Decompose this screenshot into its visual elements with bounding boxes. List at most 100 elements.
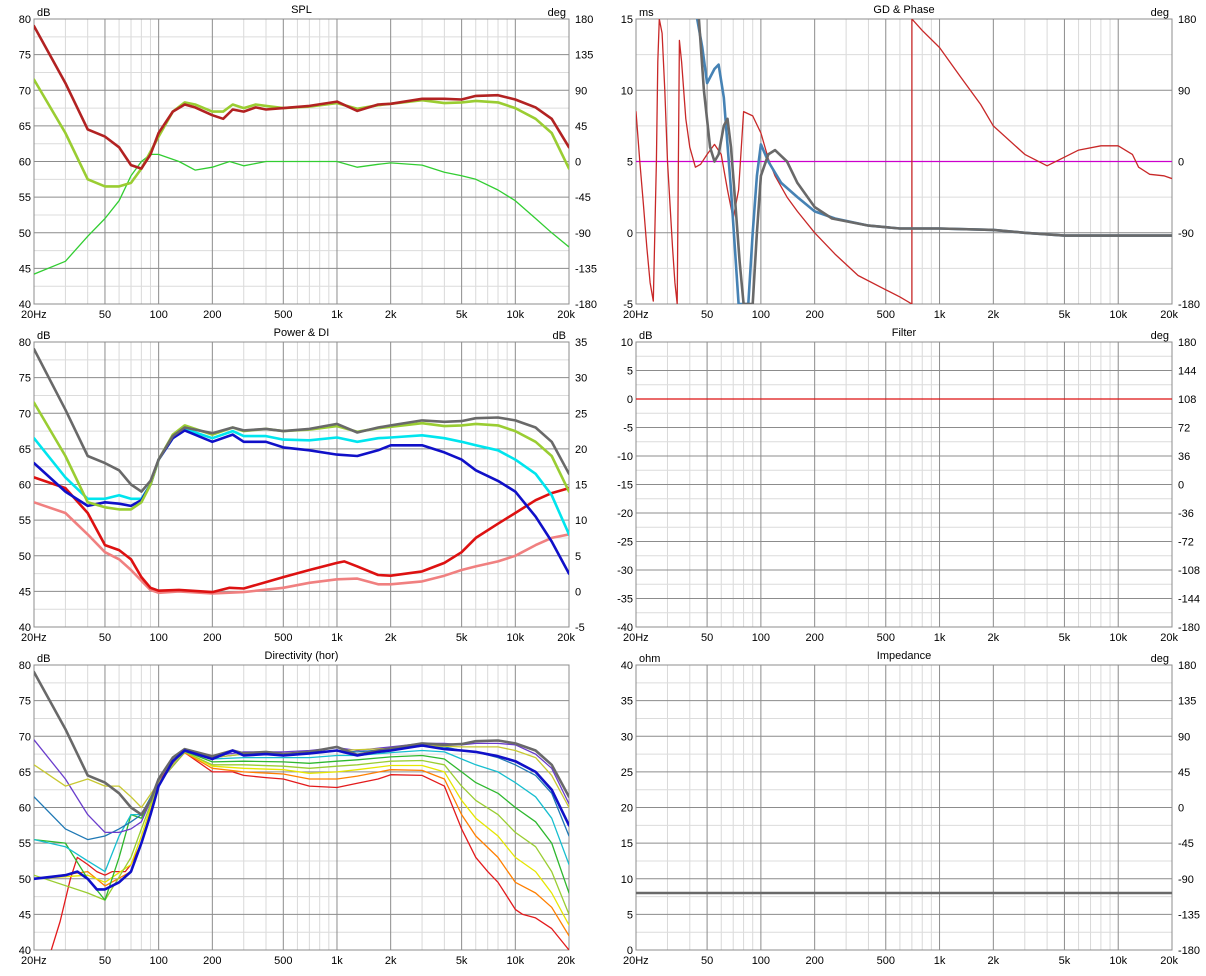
series-line-2 <box>34 427 569 536</box>
y-tick-label: 70 <box>19 85 31 97</box>
x-tick-label: 200 <box>203 309 221 321</box>
series-line-10 <box>34 744 569 891</box>
x-tick-label: 500 <box>274 955 292 967</box>
series-group <box>34 670 569 950</box>
y2-tick-label: 5 <box>575 551 581 563</box>
y-tick-label: 60 <box>19 157 31 169</box>
y-tick-label: 5 <box>627 909 633 921</box>
y-tick-label: 0 <box>627 228 633 240</box>
x-tick-label: 20k <box>557 309 575 321</box>
y2-tick-label: -135 <box>1178 909 1200 921</box>
x-tick-label: 20Hz <box>623 309 649 321</box>
x-tick-label: 10k <box>1109 955 1127 967</box>
y2-tick-label: -90 <box>575 228 591 240</box>
plot-frame <box>635 341 1173 628</box>
x-tick-label: 100 <box>752 309 770 321</box>
x-tick-label: 5k <box>456 632 468 644</box>
series-line-0 <box>34 153 569 275</box>
y2-tick-label: -45 <box>1178 838 1194 850</box>
y-axis-unit: ohm <box>639 653 660 665</box>
series-line-3 <box>34 751 569 916</box>
x-tick-label: 50 <box>99 632 111 644</box>
y-tick-label: 30 <box>621 731 633 743</box>
x-tick-label: 5k <box>1059 309 1071 321</box>
x-tick-label: 2k <box>988 632 1000 644</box>
y-tick-label: 55 <box>19 838 31 850</box>
x-tick-label: 5k <box>1059 955 1071 967</box>
y2-tick-label: 90 <box>1178 85 1190 97</box>
y-tick-label: 60 <box>19 803 31 815</box>
y2-tick-label: 180 <box>1178 337 1196 349</box>
series-line-7 <box>34 739 569 834</box>
x-tick-label: 50 <box>701 955 713 967</box>
x-tick-label: 50 <box>701 632 713 644</box>
chart-title: Impedance <box>877 650 931 662</box>
y-tick-label: 20 <box>621 803 633 815</box>
x-tick-label: 50 <box>701 309 713 321</box>
x-tick-label: 1k <box>331 632 343 644</box>
y2-tick-label: -90 <box>1178 874 1194 886</box>
series-group <box>636 19 1172 304</box>
y2-tick-label: 90 <box>1178 731 1190 743</box>
y2-tick-label: 45 <box>1178 767 1190 779</box>
y-tick-label: 35 <box>621 696 633 708</box>
x-tick-label: 1k <box>331 309 343 321</box>
y2-tick-label: 36 <box>1178 451 1190 463</box>
y-tick-label: -30 <box>617 565 633 577</box>
x-tick-label: 200 <box>805 309 823 321</box>
chart-directivity: 40 45 50 55 60 65 70 75 80 20Hz 50 100 200 500 1k 2k 5k 1… <box>19 650 576 967</box>
plot-frame <box>635 664 1173 951</box>
y2-tick-label: 72 <box>1178 423 1190 435</box>
x-tick-label: 20k <box>1160 309 1178 321</box>
y-tick-label: 75 <box>19 50 31 62</box>
x-tick-label: 20k <box>557 955 575 967</box>
x-tick-label: 200 <box>203 955 221 967</box>
y-axis-unit: ms <box>639 7 654 19</box>
y-tick-label: 15 <box>621 838 633 850</box>
y2-axis-unit: deg <box>1151 330 1169 342</box>
x-tick-label: 500 <box>877 309 895 321</box>
x-tick-label: 10k <box>506 632 524 644</box>
y2-tick-label: -36 <box>1178 508 1194 520</box>
chart-power: 40 45 50 55 60 65 70 75 80 -5 0 5 10 15 20 25 30 35 20Hz 50… <box>19 327 588 644</box>
y-tick-label: 40 <box>19 945 31 957</box>
series-line-4 <box>34 750 569 901</box>
y2-tick-label: 135 <box>1178 696 1196 708</box>
y-tick-label: 10 <box>621 337 633 349</box>
y-tick-label: 55 <box>19 515 31 527</box>
y2-tick-label: 180 <box>1178 660 1196 672</box>
x-tick-label: 2k <box>385 955 397 967</box>
series-line-3 <box>34 429 569 575</box>
y-tick-label: 0 <box>627 945 633 957</box>
y-tick-label: 0 <box>627 394 633 406</box>
y2-tick-label: 108 <box>1178 394 1196 406</box>
x-tick-label: 100 <box>752 955 770 967</box>
x-tick-label: 1k <box>934 955 946 967</box>
y2-tick-label: 35 <box>575 337 587 349</box>
x-tick-label: 100 <box>149 955 167 967</box>
y-tick-label: -15 <box>617 480 633 492</box>
y2-tick-label: 0 <box>1178 480 1184 492</box>
y2-tick-label: 25 <box>575 408 587 420</box>
y-tick-label: 55 <box>19 192 31 204</box>
x-tick-label: 500 <box>274 632 292 644</box>
y2-tick-label: 10 <box>575 515 587 527</box>
y2-tick-label: 0 <box>1178 157 1184 169</box>
y-tick-label: -10 <box>617 451 633 463</box>
y-tick-label: 50 <box>19 874 31 886</box>
series-line-5 <box>34 347 569 493</box>
y2-tick-label: 135 <box>575 50 593 62</box>
x-tick-label: 5k <box>456 309 468 321</box>
y2-tick-label: 180 <box>1178 14 1196 26</box>
y2-tick-label: 45 <box>575 121 587 133</box>
x-tick-label: 20k <box>1160 955 1178 967</box>
x-tick-label: 20Hz <box>21 632 47 644</box>
y-tick-label: 80 <box>19 660 31 672</box>
x-tick-label: 2k <box>988 309 1000 321</box>
series-line-1 <box>636 19 1172 304</box>
y2-tick-label: 0 <box>575 586 581 598</box>
y2-tick-label: -135 <box>575 263 597 275</box>
chart-title: SPL <box>291 4 312 16</box>
x-tick-label: 200 <box>805 955 823 967</box>
